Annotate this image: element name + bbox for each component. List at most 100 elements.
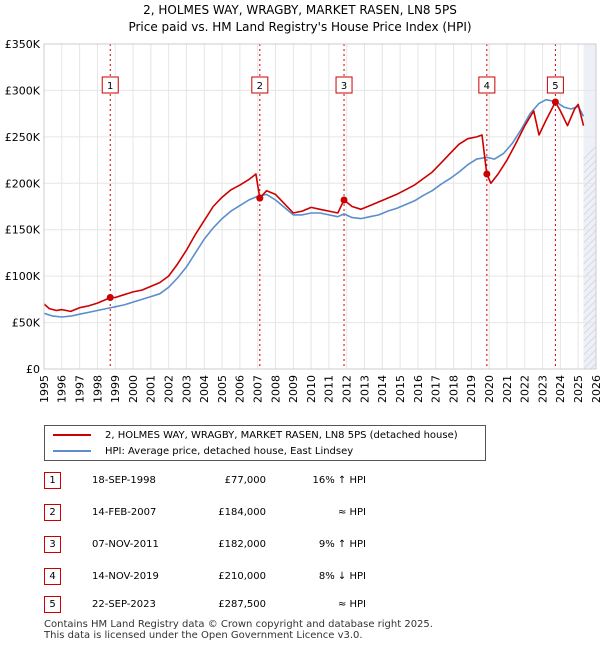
sale-point [340, 196, 348, 204]
x-tick-label: 2002 [162, 375, 175, 403]
x-tick-label: 2006 [234, 375, 247, 403]
x-tick-label: 1996 [56, 375, 69, 403]
forecast-hatch-line [583, 195, 596, 209]
x-tick-label: 2021 [501, 375, 514, 403]
sale-number-badge: 4 [44, 568, 61, 585]
x-tick-label: 2026 [590, 375, 600, 403]
x-tick-label: 2023 [536, 375, 549, 403]
sale-point [483, 170, 491, 178]
sale-point [551, 98, 559, 106]
sale-price: £182,000 [218, 539, 266, 550]
sale-date: 22-SEP-2023 [92, 599, 156, 610]
footer: Contains HM Land Registry data © Crown c… [44, 619, 433, 641]
legend-label-property: 2, HOLMES WAY, WRAGBY, MARKET RASEN, LN8… [105, 429, 458, 441]
legend: 2, HOLMES WAY, WRAGBY, MARKET RASEN, LN8… [44, 425, 486, 461]
x-tick-label: 2012 [341, 375, 354, 403]
y-tick-label: £100K [5, 270, 41, 283]
y-tick-label: £300K [5, 84, 41, 97]
x-tick-label: 2007 [252, 375, 265, 403]
sale-hpi-comparison: ≈ HPI [337, 599, 366, 610]
footer-licence: This data is licensed under the Open Gov… [44, 630, 363, 641]
sale-price: £184,000 [218, 507, 266, 518]
x-tick-label: 2001 [145, 375, 158, 403]
sale-point [106, 294, 114, 301]
table-row: 4 14-NOV-2019 £210,000 8% ↓ HPI [44, 568, 444, 588]
sale-date: 07-NOV-2011 [92, 539, 159, 550]
x-tick-label: 2020 [483, 375, 496, 403]
chart-title-block: 2, HOLMES WAY, WRAGBY, MARKET RASEN, LN8… [0, 2, 600, 36]
forecast-band [583, 44, 596, 369]
x-tick-label: 2000 [127, 375, 140, 403]
legend-swatch-hpi [53, 450, 91, 452]
y-tick-label: £0 [26, 363, 40, 376]
chart-subtitle: Price paid vs. HM Land Registry's House … [128, 20, 472, 34]
sale-number-label: 4 [484, 81, 490, 92]
sale-number-badge: 1 [44, 472, 61, 489]
x-tick-label: 1999 [109, 375, 122, 403]
sale-number-label: 5 [552, 81, 558, 92]
sale-number-label: 1 [107, 81, 113, 92]
y-tick-label: £150K [5, 224, 41, 237]
x-tick-label: 2013 [358, 375, 371, 403]
x-tick-label: 2015 [394, 375, 407, 403]
legend-item-property: 2, HOLMES WAY, WRAGBY, MARKET RASEN, LN8… [53, 427, 458, 443]
x-tick-label: 2008 [269, 375, 282, 403]
sale-point [256, 194, 264, 202]
sale-date: 14-FEB-2007 [92, 507, 157, 518]
x-tick-label: 2004 [198, 375, 211, 403]
sale-hpi-comparison: ≈ HPI [337, 507, 366, 518]
plot-area [44, 44, 596, 369]
forecast-hatch-line [583, 202, 596, 216]
forecast-hatch-line [583, 307, 596, 321]
x-tick-label: 1995 [38, 375, 51, 403]
x-tick-label: 2024 [554, 375, 567, 403]
sale-number-badge: 5 [44, 596, 61, 613]
y-tick-label: £50K [12, 317, 41, 330]
x-tick-label: 2022 [519, 375, 532, 403]
plot-frame [43, 43, 597, 370]
x-tick-label: 2016 [412, 375, 425, 403]
x-tick-label: 2009 [287, 375, 300, 403]
x-tick-label: 1997 [73, 375, 86, 403]
x-tick-label: 2011 [323, 375, 336, 403]
x-tick-label: 1998 [91, 375, 104, 403]
chart-title: 2, HOLMES WAY, WRAGBY, MARKET RASEN, LN8… [143, 3, 457, 17]
sale-hpi-comparison: 9% ↑ HPI [318, 539, 366, 550]
legend-item-hpi: HPI: Average price, detached house, East… [53, 443, 353, 459]
y-tick-label: £250K [5, 131, 41, 144]
x-tick-label: 2003 [180, 375, 193, 403]
property-price-line [43, 101, 585, 313]
sale-number-badge: 2 [44, 504, 61, 521]
sale-number-label: 2 [257, 81, 263, 92]
sale-price: £77,000 [224, 475, 266, 486]
y-tick-label: £200K [5, 177, 41, 190]
sale-hpi-comparison: 16% ↑ HPI [312, 475, 366, 486]
sale-date: 14-NOV-2019 [92, 571, 159, 582]
x-tick-label: 2010 [305, 375, 318, 403]
sale-number-box [335, 76, 353, 94]
x-tick-label: 2019 [465, 375, 478, 403]
y-tick-label: £350K [5, 38, 41, 51]
table-row: 3 07-NOV-2011 £182,000 9% ↑ HPI [44, 536, 444, 556]
sale-price: £287,500 [218, 599, 266, 610]
x-tick-label: 2014 [376, 375, 389, 403]
table-row: 1 18-SEP-1998 £77,000 16% ↑ HPI [44, 472, 444, 492]
sale-hpi-comparison: 8% ↓ HPI [318, 571, 366, 582]
sale-date: 18-SEP-1998 [92, 475, 156, 486]
sale-number-box [101, 76, 119, 94]
table-row: 2 14-FEB-2007 £184,000 ≈ HPI [44, 504, 444, 524]
sale-number-label: 3 [341, 81, 347, 92]
sale-price: £210,000 [218, 571, 266, 582]
x-tick-label: 2005 [216, 375, 229, 403]
x-tick-label: 2018 [447, 375, 460, 403]
x-tick-label: 2017 [430, 375, 443, 403]
sale-number-badge: 3 [44, 536, 61, 553]
table-row: 5 22-SEP-2023 £287,500 ≈ HPI [44, 596, 444, 616]
x-tick-label: 2025 [572, 375, 585, 403]
hpi-line [43, 98, 585, 318]
price-chart: 1 2 3 4 5 £0 £50K £100K £150K £200K £250K £300K £350… [5, 38, 600, 403]
legend-swatch-property [53, 434, 91, 436]
sale-number-box [478, 76, 496, 94]
sale-number-box [251, 76, 269, 94]
footer-copyright: Contains HM Land Registry data © Crown c… [44, 619, 433, 630]
